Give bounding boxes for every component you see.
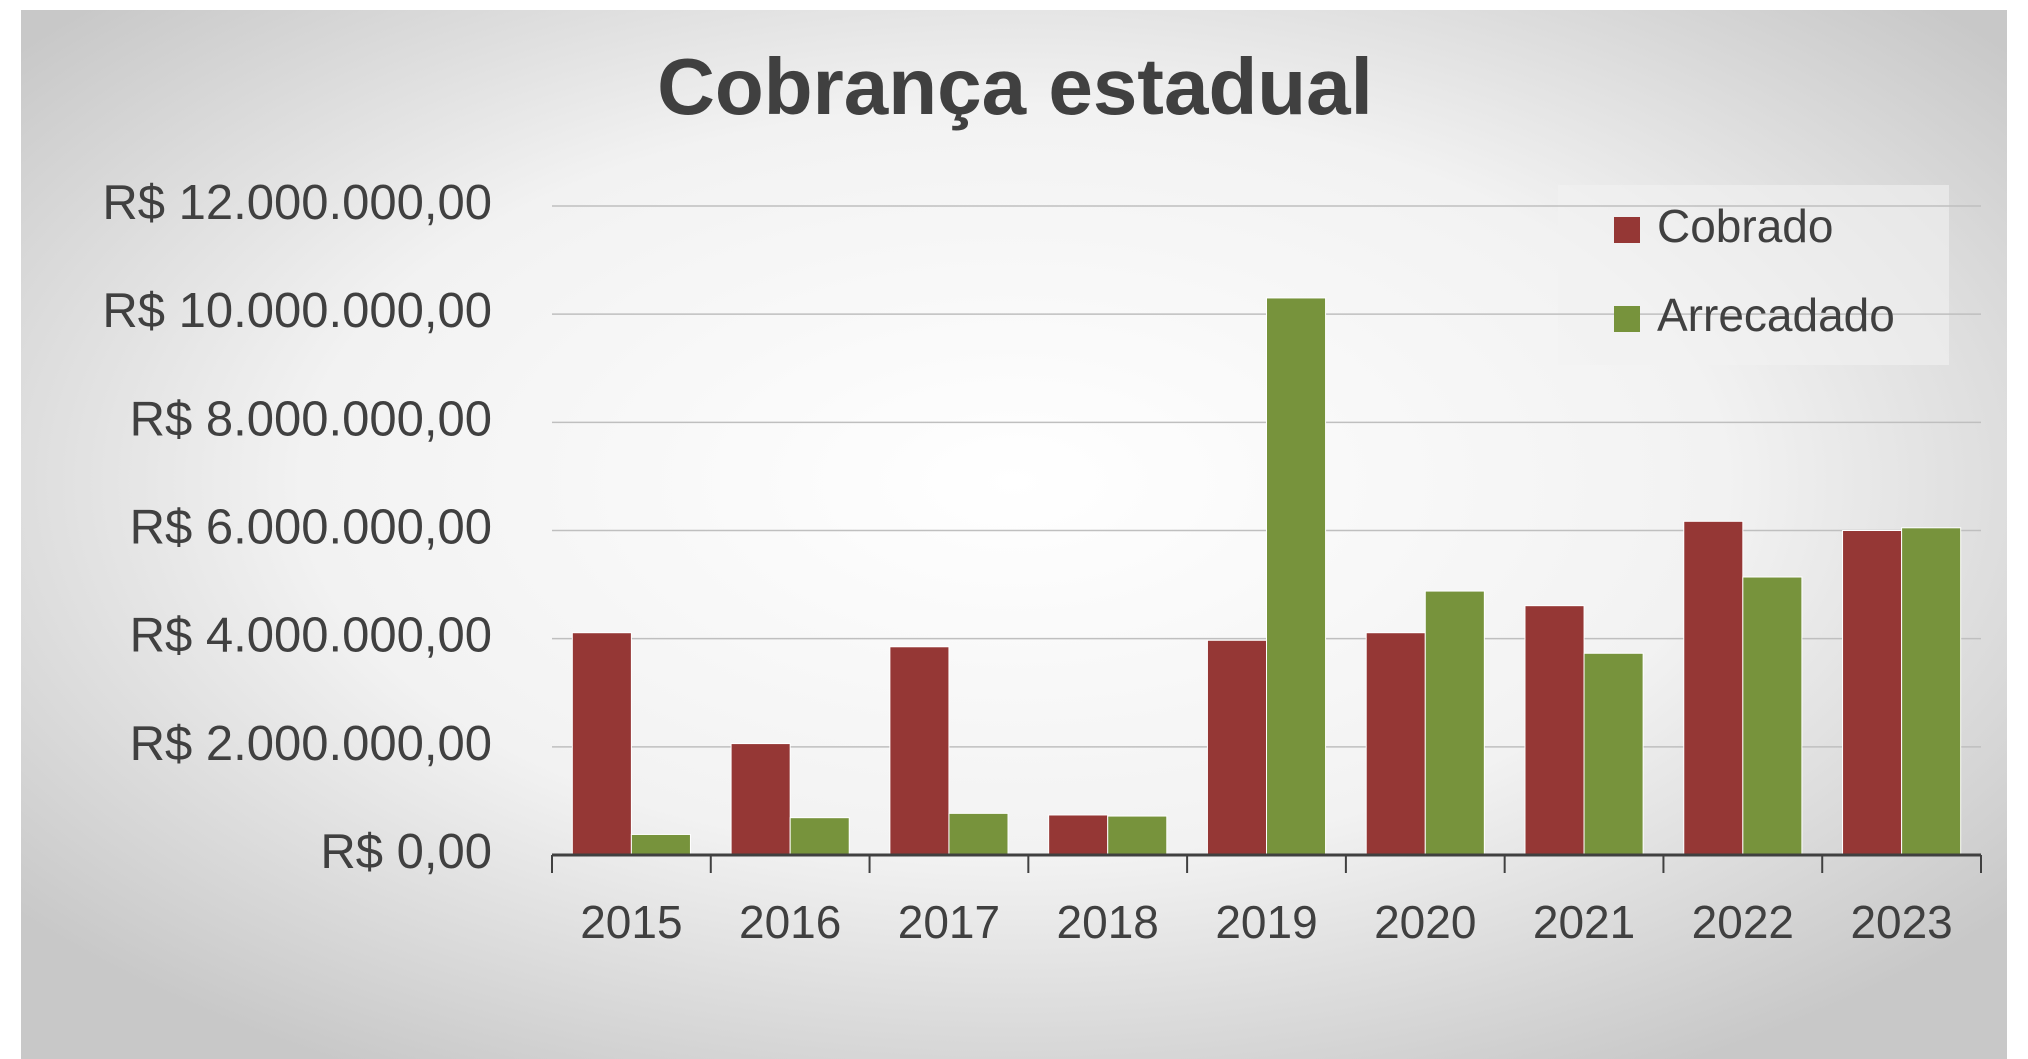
bar (1048, 814, 1109, 856)
legend-label: Cobrado (1657, 200, 1833, 252)
legend-box (1558, 185, 1949, 365)
chart-background (21, 10, 2007, 1059)
bar (1206, 639, 1268, 856)
x-tick-label: 2021 (1533, 896, 1635, 948)
y-tick-label: R$ 8.000.000,00 (130, 392, 492, 446)
y-tick-label: R$ 12.000.000,00 (102, 176, 492, 230)
y-tick-label: R$ 10.000.000,00 (102, 284, 492, 338)
x-tick-label: 2016 (739, 896, 841, 948)
bar (789, 817, 850, 856)
y-tick-label: R$ 0,00 (320, 825, 492, 879)
bar (948, 812, 1009, 856)
bar (1901, 527, 1962, 856)
bar (1365, 632, 1426, 856)
bar (1742, 576, 1803, 856)
x-tick-label: 2017 (898, 896, 1000, 948)
y-tick-label: R$ 2.000.000,00 (130, 717, 492, 771)
bar (630, 833, 691, 856)
bar (1683, 520, 1744, 856)
x-tick-label: 2018 (1057, 896, 1159, 948)
bar (889, 646, 950, 856)
bar (730, 743, 791, 856)
bar (1107, 815, 1168, 856)
legend-swatch (1614, 306, 1640, 332)
bar (1842, 530, 1903, 856)
x-tick-label: 2022 (1692, 896, 1794, 948)
chart-title: Cobrança estadual (657, 42, 1373, 131)
bar (571, 632, 632, 856)
x-tick-label: 2015 (580, 896, 682, 948)
y-tick-label: R$ 4.000.000,00 (130, 609, 492, 663)
y-tick-label: R$ 6.000.000,00 (130, 500, 492, 554)
bar (1524, 605, 1585, 856)
legend-label: Arrecadado (1657, 289, 1895, 341)
x-tick-label: 2023 (1850, 896, 1952, 948)
x-tick-label: 2020 (1374, 896, 1476, 948)
bar (1583, 652, 1644, 856)
legend-swatch (1614, 217, 1640, 243)
bar (1424, 590, 1485, 856)
bar (1266, 297, 1327, 856)
x-tick-label: 2019 (1215, 896, 1317, 948)
